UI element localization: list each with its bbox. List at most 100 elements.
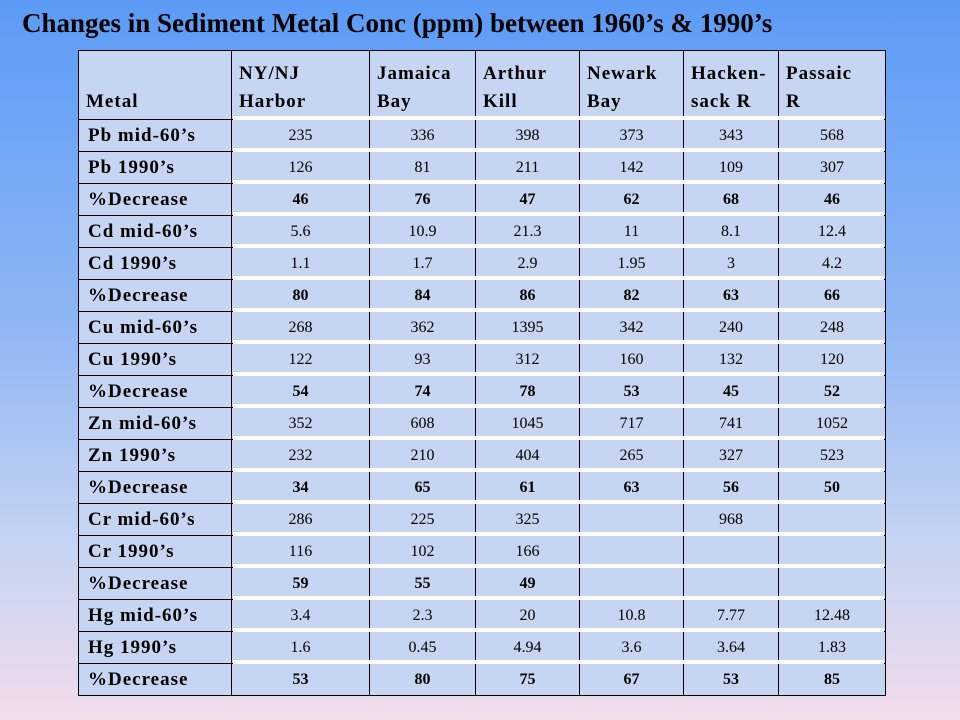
table-cell [579,567,684,600]
table-cell: 10.8 [579,599,684,632]
table-cell: 166 [475,535,580,568]
table-cell: 968 [683,503,779,536]
table-cell: 3 [683,247,779,280]
table-cell: 160 [579,343,684,376]
table-cell: 1.83 [778,631,886,664]
row-label: %Decrease [78,183,232,216]
table-cell: 55 [369,567,476,600]
row-separator [233,212,884,216]
table-cell [683,535,779,568]
table-cell [579,503,684,536]
slide-title: Changes in Sediment Metal Conc (ppm) bet… [22,8,773,38]
table-cell: 608 [369,407,476,440]
row-label: Pb 1990’s [78,151,232,184]
header-label-line: Passaic [786,63,853,84]
decrease-row: %Decrease 46 76 47 62 68 46 [78,183,886,216]
table-cell: 45 [683,375,779,408]
header-metal: Metal [78,50,232,120]
table-cell: 65 [369,471,476,504]
table-cell [683,567,779,600]
header-row: Metal NY/NJ Harbor Jamaica Bay Arthur Kill Newa… [78,50,886,120]
table-cell: 0.45 [369,631,476,664]
decrease-row: %Decrease 34 65 61 63 56 50 [78,471,886,504]
table-row: Zn mid-60’s 352 608 1045 717 741 1052 [78,407,886,440]
table-cell: 54 [231,375,370,408]
row-separator [233,148,884,152]
decrease-row: %Decrease 80 84 86 82 63 66 [78,279,886,312]
table-cell: 62 [579,183,684,216]
row-label: Cu 1990’s [78,343,232,376]
row-label: Pb mid-60’s [78,119,232,152]
decrease-row: %Decrease 53 80 75 67 53 85 [78,663,886,696]
table-cell: 225 [369,503,476,536]
table-cell: 66 [778,279,886,312]
table-cell: 142 [579,151,684,184]
table-row: Cd 1990’s 1.1 1.7 2.9 1.95 3 4.2 [78,247,886,280]
table-cell: 717 [579,407,684,440]
row-label: Zn 1990’s [78,439,232,472]
table-cell: 307 [778,151,886,184]
table-row: Hg 1990’s 1.6 0.45 4.94 3.6 3.64 1.83 [78,631,886,664]
row-separator [233,596,884,600]
table-cell: 67 [579,663,684,696]
table-cell: 352 [231,407,370,440]
header-label-line: R [786,91,801,112]
table-cell: 1.95 [579,247,684,280]
row-separator [233,372,884,376]
table-cell: 85 [778,663,886,696]
header-label-line: Metal [86,91,139,112]
table-cell: 362 [369,311,476,344]
table-cell: 12.4 [778,215,886,248]
table-cell: 63 [579,471,684,504]
table-cell: 50 [778,471,886,504]
table-cell: 75 [475,663,580,696]
table-cell: 2.9 [475,247,580,280]
header-location: Hacken-sack R [683,50,779,120]
row-label: %Decrease [78,663,232,696]
header-label-line: Hacken- [691,63,767,84]
table-cell: 56 [683,471,779,504]
table-cell: 53 [231,663,370,696]
table-cell: 76 [369,183,476,216]
table-cell: 61 [475,471,580,504]
table-cell: 82 [579,279,684,312]
table-cell: 34 [231,471,370,504]
table-cell: 132 [683,343,779,376]
table-cell: 1.7 [369,247,476,280]
header-location: Arthur Kill [475,50,580,120]
row-label: Cd mid-60’s [78,215,232,248]
table-cell: 5.6 [231,215,370,248]
table-cell: 8.1 [683,215,779,248]
table-cell: 47 [475,183,580,216]
row-separator [233,500,884,504]
table-row: Cu mid-60’s 268 362 1395 342 240 248 [78,311,886,344]
table-cell: 1045 [475,407,580,440]
table-cell: 102 [369,535,476,568]
row-separator [233,116,884,120]
table-cell: 1.1 [231,247,370,280]
table-cell: 84 [369,279,476,312]
table-cell: 325 [475,503,580,536]
table-cell: 3.4 [231,599,370,632]
row-label: Hg mid-60’s [78,599,232,632]
table-cell: 80 [231,279,370,312]
table-cell: 4.2 [778,247,886,280]
table-row: Cr mid-60’s 286 225 325 968 [78,503,886,536]
table-cell: 10.9 [369,215,476,248]
table-cell: 126 [231,151,370,184]
table-cell: 741 [683,407,779,440]
table-cell [778,535,886,568]
row-separator [233,308,884,312]
table-cell: 336 [369,119,476,152]
table-cell: 20 [475,599,580,632]
row-separator [233,340,884,344]
table-cell: 343 [683,119,779,152]
table-cell: 49 [475,567,580,600]
table-cell: 404 [475,439,580,472]
table-cell: 210 [369,439,476,472]
row-label: Cu mid-60’s [78,311,232,344]
table-cell: 568 [778,119,886,152]
table-cell: 11 [579,215,684,248]
table-cell: 3.6 [579,631,684,664]
row-separator [233,244,884,248]
